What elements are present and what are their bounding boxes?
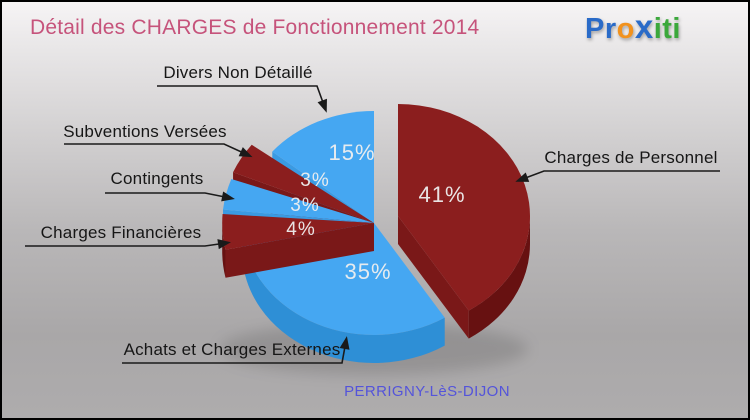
callout-line-contingents [105,192,231,199]
logo-part-o: o [616,13,635,45]
pie-slice-charges-de-personnel-rim [468,216,530,339]
page-title: Détail des CHARGES de Fonctionnement 201… [30,16,480,39]
logo-part-x: x [634,8,654,45]
pie-percent-divers-non-detaille: 15% [328,140,375,165]
pie-percent-contingents: 3% [290,195,319,216]
pie-slice-charges-financieres-cut-face [225,223,374,278]
callout-arrowhead-charges-financieres [217,239,231,250]
pie-slice-divers-non-detaille[interactable] [272,111,374,223]
location-label: PERRIGNY-LèS-DIJON [344,383,510,400]
callout-line-divers-non-detaille [157,85,326,109]
callout-contingents: Contingents [110,169,204,188]
callout-arrowhead-divers-non-detaille [317,98,327,113]
proxiti-logo[interactable]: Proxiti [585,10,681,46]
pie-slice-charges-de-personnel[interactable] [398,104,530,311]
callout-divers-non-detaille: Divers Non Détaillé [163,63,313,82]
callout-arrowhead-subventions-versees [238,147,253,158]
pie-percent-charges-financieres: 4% [286,219,315,240]
pie-slice-charges-financieres[interactable] [222,214,374,250]
pie-percent-subventions-versees: 3% [300,170,329,191]
pie-slice-subventions-versees[interactable] [233,144,374,223]
callout-achats-charges-externes: Achats et Charges Externes [123,340,341,359]
callout-arrowhead-charges-de-personnel [515,172,530,182]
callout-arrowhead-achats-et-charges-externes [339,336,350,350]
pie-slice-charges-financieres-rim [222,223,226,278]
pie-slice-contingents[interactable] [223,178,374,223]
callout-line-charges-de-personnel [519,170,720,181]
callout-line-subventions-versees [64,143,249,156]
pie-slice-achats-et-charges-externes-rim [242,223,445,363]
callout-charges-financieres: Charges Financières [40,223,202,242]
pie-percent-achats-et-charges-externes: 35% [344,259,391,284]
callout-subventions-versees: Subventions Versées [63,122,227,141]
pie-percent-charges-de-personnel: 41% [418,182,465,207]
callout-line-charges-financieres [25,242,227,247]
callout-arrowhead-contingents [221,191,235,202]
pie-slice-charges-de-personnel-cut-face [398,216,469,339]
callout-charges-de-personnel: Charges de Personnel [544,148,718,167]
logo-part-iti: iti [653,13,681,45]
logo-part-pr: Pr [585,13,617,45]
